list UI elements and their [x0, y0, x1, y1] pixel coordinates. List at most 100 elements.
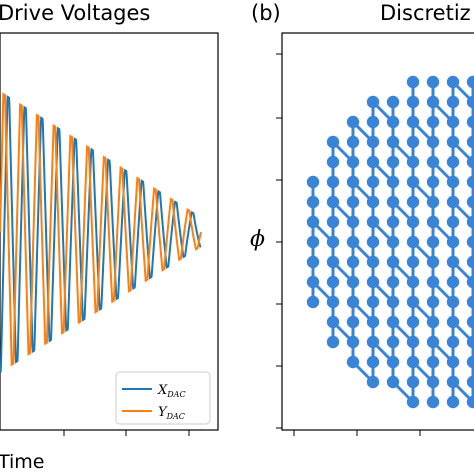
point-16	[466, 115, 474, 129]
point-22	[426, 135, 440, 149]
point-19	[366, 135, 380, 149]
point-108	[406, 335, 420, 349]
right-axis-ticks	[276, 53, 421, 436]
point-10	[346, 115, 360, 129]
point-110	[446, 335, 460, 349]
point-69	[306, 255, 320, 269]
point-40	[446, 175, 460, 189]
point-26	[346, 155, 360, 169]
point-56	[406, 215, 420, 229]
point-83	[406, 275, 420, 289]
point-79	[326, 275, 340, 289]
point-123	[446, 375, 460, 389]
point-88	[326, 295, 340, 309]
point-54	[366, 215, 380, 229]
point-9	[466, 95, 474, 109]
point-106	[366, 335, 380, 349]
point-122	[426, 375, 440, 389]
point-74	[406, 255, 420, 269]
point-44	[346, 195, 360, 209]
series-line-x_dac	[0, 95, 202, 373]
point-112	[346, 355, 360, 369]
point-66	[426, 235, 440, 249]
point-31	[446, 155, 460, 169]
point-29	[406, 155, 420, 169]
point-117	[446, 355, 460, 369]
point-18	[346, 135, 360, 149]
point-36	[366, 175, 380, 189]
point-7	[426, 95, 440, 109]
left-x-axis-label: Time	[0, 451, 45, 473]
point-39	[426, 175, 440, 189]
point-65	[406, 235, 420, 249]
legend: XDAC YDAC	[115, 371, 211, 425]
point-13	[406, 115, 420, 129]
point-42	[306, 195, 320, 209]
point-64	[386, 235, 400, 249]
point-91	[386, 295, 400, 309]
point-94	[446, 295, 460, 309]
point-118	[466, 355, 474, 369]
right-panel-title: Discretiz	[380, 1, 471, 25]
point-81	[366, 275, 380, 289]
point-107	[386, 335, 400, 349]
point-82	[386, 275, 400, 289]
point-125	[406, 395, 420, 409]
point-4	[366, 95, 380, 109]
point-113	[366, 355, 380, 369]
point-121	[406, 375, 420, 389]
point-126	[426, 395, 440, 409]
point-77	[466, 255, 474, 269]
right-points	[306, 75, 474, 409]
point-99	[386, 315, 400, 329]
point-34	[326, 175, 340, 189]
point-101	[426, 315, 440, 329]
point-12	[386, 115, 400, 129]
point-28	[386, 155, 400, 169]
point-86	[466, 275, 474, 289]
point-71	[346, 255, 360, 269]
point-52	[326, 215, 340, 229]
point-70	[326, 255, 340, 269]
point-5	[386, 95, 400, 109]
point-109	[426, 335, 440, 349]
point-111	[466, 335, 474, 349]
point-119	[366, 375, 380, 389]
point-127	[446, 395, 460, 409]
point-128	[466, 395, 474, 409]
point-24	[466, 135, 474, 149]
left-x-ticks	[63, 430, 190, 436]
point-53	[346, 215, 360, 229]
point-120	[386, 375, 400, 389]
legend-label-y: YDAC	[158, 405, 185, 421]
point-6	[406, 95, 420, 109]
point-97	[346, 315, 360, 329]
point-58	[446, 215, 460, 229]
point-15	[446, 115, 460, 129]
point-95	[466, 295, 474, 309]
point-30	[426, 155, 440, 169]
point-27	[366, 155, 380, 169]
point-45	[366, 195, 380, 209]
point-114	[386, 355, 400, 369]
point-55	[386, 215, 400, 229]
point-14	[426, 115, 440, 129]
left-series-lines	[0, 92, 202, 373]
point-87	[306, 295, 320, 309]
series-line-y_dac	[0, 92, 202, 367]
point-2	[446, 75, 460, 89]
point-17	[326, 135, 340, 149]
left-panel-title: Drive Voltages	[0, 1, 150, 25]
point-21	[406, 135, 420, 149]
point-61	[326, 235, 340, 249]
right-panel-label: (b)	[251, 1, 281, 25]
point-41	[466, 175, 474, 189]
point-104	[326, 335, 340, 349]
point-73	[386, 255, 400, 269]
point-37	[386, 175, 400, 189]
point-100	[406, 315, 420, 329]
point-23	[446, 135, 460, 149]
point-89	[346, 295, 360, 309]
point-62	[346, 235, 360, 249]
point-11	[366, 115, 380, 129]
